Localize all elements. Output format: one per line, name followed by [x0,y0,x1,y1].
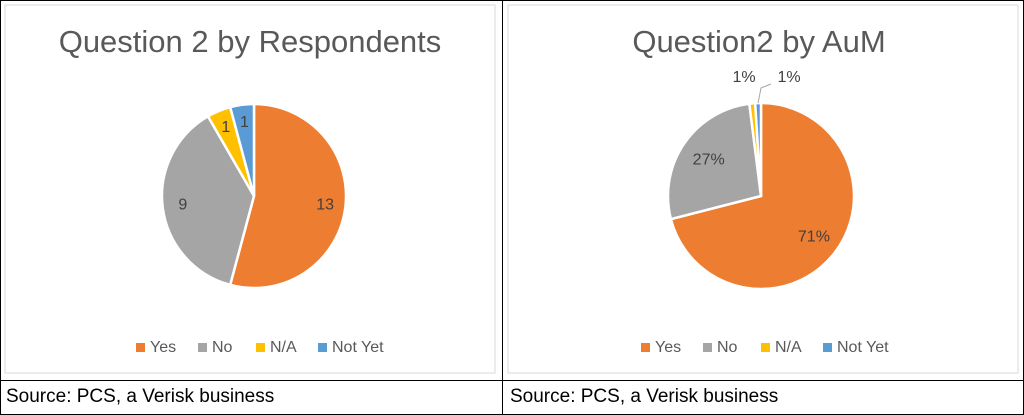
slice-not-yet [753,101,763,197]
data-labels: 13 9 1 1 [178,114,334,213]
legend-entry: N/A [270,339,297,356]
table-border-left [0,0,1,415]
pie-chart-respondents: Question 2 by Respondents 13 9 1 1 Yes No N/A… [4,4,496,374]
chart-title: Question 2 by Respondents [59,24,442,59]
legend-swatch-na [761,343,770,352]
legend-entry: N/A [775,339,802,356]
legend-swatch-no [703,343,712,352]
slice-yes [228,102,348,290]
source-caption-left: Source: PCS, a Verisk business [6,386,275,407]
pie-chart-aum: Question2 by AuM 71% 27% 1% 1% Yes No N/A Not … [507,4,1019,374]
legend-entry: No [717,339,738,356]
table-divider-vertical [502,0,503,415]
pie-slices [160,102,348,290]
data-label-not-yet: 1 [240,114,249,131]
legend-swatch-not-yet [318,343,327,352]
table-border-top [0,0,1024,1]
leader-line [757,83,772,104]
slice-no [666,102,763,221]
chart-area-border [507,4,1019,374]
table-divider-horizontal [0,380,1024,381]
chart-title: Question2 by AuM [632,24,885,59]
chart-area-border [4,4,496,374]
legend-swatch-yes [641,343,650,352]
data-label-not-yet: 1% [777,69,800,86]
legend-swatch-na [256,343,265,352]
chart-legend: Yes No N/A Not Yet [136,339,384,356]
data-labels: 71% 27% 1% 1% [693,69,830,245]
data-label-yes: 13 [316,197,334,214]
legend-swatch-no [198,343,207,352]
legend-entry: No [212,339,233,356]
legend-entry: Yes [150,339,176,356]
data-label-no: 9 [178,197,187,214]
legend-swatch-not-yet [823,343,832,352]
data-label-no: 27% [693,152,725,169]
data-label-yes: 71% [798,228,830,245]
data-label-na: 1 [221,119,230,136]
legend-entry: Not Yet [837,339,889,356]
slice-not-yet [228,102,256,197]
data-label-na: 1% [732,69,755,86]
chart-legend: Yes No N/A Not Yet [641,339,889,356]
slice-yes [669,101,856,291]
legend-entry: Not Yet [332,339,384,356]
pie-slices [666,101,856,291]
legend-entry: Yes [655,339,681,356]
source-caption-right: Source: PCS, a Verisk business [510,386,779,407]
legend-swatch-yes [136,343,145,352]
